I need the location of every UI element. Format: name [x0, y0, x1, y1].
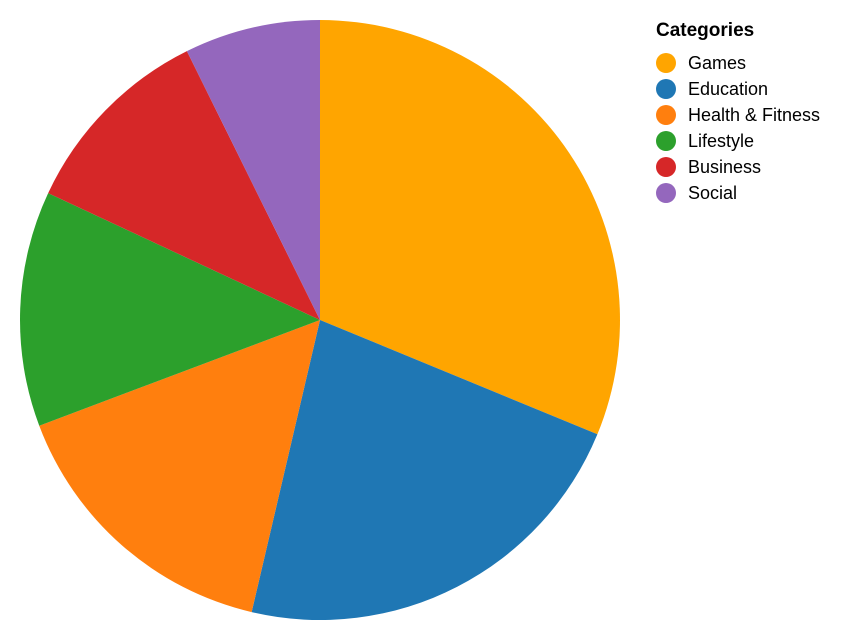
legend-label: Education [688, 79, 769, 99]
legend-swatch [656, 79, 676, 99]
legend-label: Games [688, 53, 747, 73]
legend-item: Lifestyle [656, 128, 852, 154]
legend-items: Games Education Health & Fitness Lifestyle B… [656, 50, 852, 206]
legend-item: Games [656, 50, 852, 76]
legend-swatch [656, 157, 676, 177]
legend-swatch [656, 105, 676, 125]
pie-slice-health-fitness [39, 320, 320, 613]
pie-slice-business [48, 51, 320, 321]
legend-swatch [656, 53, 676, 73]
legend: Categories Games Education Health & Fitnes… [656, 18, 852, 206]
legend-label: Lifestyle [688, 131, 755, 151]
legend-label: Social [688, 183, 738, 203]
legend-swatch [656, 183, 676, 203]
legend-item: Business [656, 154, 852, 180]
legend-title: Categories [656, 20, 755, 41]
legend-item: Social [656, 180, 852, 206]
legend-label: Business [688, 157, 762, 177]
pie-slice-lifestyle [20, 193, 321, 426]
pie-slice-social [186, 20, 320, 320]
legend-label: Health & Fitness [688, 105, 821, 125]
legend-swatch [656, 131, 676, 151]
legend-item: Education [656, 76, 852, 102]
pie-slice-games [320, 20, 620, 435]
legend-item: Health & Fitness [656, 102, 852, 128]
pie-slice-education [251, 320, 598, 621]
pie-slices [20, 20, 620, 621]
